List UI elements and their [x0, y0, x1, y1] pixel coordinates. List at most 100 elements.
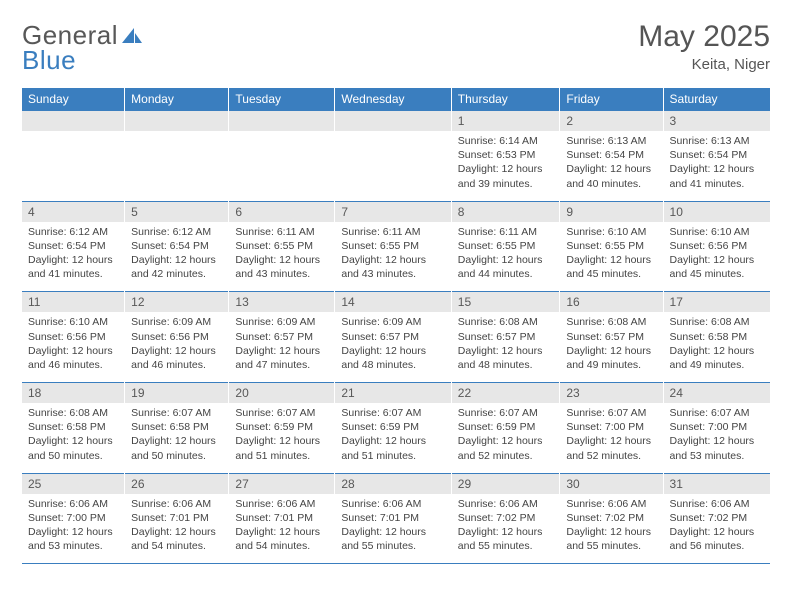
detail-cell: Sunrise: 6:13 AMSunset: 6:54 PMDaylight:…	[560, 131, 663, 201]
sunrise-line: Sunrise: 6:06 AM	[131, 497, 222, 511]
sunrise-line: Sunrise: 6:07 AM	[670, 406, 764, 420]
date-cell: 18	[22, 383, 125, 404]
daylight-line: Daylight: 12 hours and 41 minutes.	[670, 162, 764, 190]
date-cell: 15	[451, 292, 560, 313]
detail-cell: Sunrise: 6:09 AMSunset: 6:57 PMDaylight:…	[229, 312, 335, 382]
detail-cell: Sunrise: 6:11 AMSunset: 6:55 PMDaylight:…	[229, 222, 335, 292]
sunrise-line: Sunrise: 6:07 AM	[131, 406, 222, 420]
detail-cell: Sunrise: 6:10 AMSunset: 6:55 PMDaylight:…	[560, 222, 663, 292]
calendar-body: 123 Sunrise: 6:14 AMSunset: 6:53 PMDayli…	[22, 111, 770, 564]
daylight-line: Daylight: 12 hours and 47 minutes.	[235, 344, 328, 372]
detail-cell: Sunrise: 6:08 AMSunset: 6:57 PMDaylight:…	[451, 312, 560, 382]
detail-cell: Sunrise: 6:10 AMSunset: 6:56 PMDaylight:…	[22, 312, 125, 382]
sunset-line: Sunset: 6:59 PM	[235, 420, 328, 434]
detail-cell: Sunrise: 6:14 AMSunset: 6:53 PMDaylight:…	[451, 131, 560, 201]
date-cell: 27	[229, 473, 335, 494]
daylight-line: Daylight: 12 hours and 46 minutes.	[28, 344, 118, 372]
sunset-line: Sunset: 7:01 PM	[235, 511, 328, 525]
detail-row: Sunrise: 6:10 AMSunset: 6:56 PMDaylight:…	[22, 312, 770, 382]
date-cell: 5	[125, 201, 229, 222]
date-cell: 24	[663, 383, 770, 404]
detail-cell	[335, 131, 451, 201]
sunrise-line: Sunrise: 6:14 AM	[458, 134, 554, 148]
daylight-line: Daylight: 12 hours and 41 minutes.	[28, 253, 118, 281]
detail-cell: Sunrise: 6:07 AMSunset: 6:59 PMDaylight:…	[335, 403, 451, 473]
sail-icon	[121, 20, 143, 51]
date-row: 18192021222324	[22, 383, 770, 404]
sunrise-line: Sunrise: 6:08 AM	[458, 315, 554, 329]
col-wednesday: Wednesday	[335, 88, 451, 111]
sunrise-line: Sunrise: 6:11 AM	[235, 225, 328, 239]
detail-cell: Sunrise: 6:06 AMSunset: 7:02 PMDaylight:…	[663, 494, 770, 564]
sunrise-line: Sunrise: 6:09 AM	[341, 315, 444, 329]
sunrise-line: Sunrise: 6:11 AM	[341, 225, 444, 239]
detail-cell: Sunrise: 6:06 AMSunset: 7:02 PMDaylight:…	[451, 494, 560, 564]
sunset-line: Sunset: 7:02 PM	[670, 511, 764, 525]
detail-cell: Sunrise: 6:06 AMSunset: 7:00 PMDaylight:…	[22, 494, 125, 564]
sunrise-line: Sunrise: 6:09 AM	[131, 315, 222, 329]
sunset-line: Sunset: 7:01 PM	[341, 511, 444, 525]
date-cell: 20	[229, 383, 335, 404]
daylight-line: Daylight: 12 hours and 48 minutes.	[341, 344, 444, 372]
sunset-line: Sunset: 6:55 PM	[566, 239, 656, 253]
detail-cell: Sunrise: 6:12 AMSunset: 6:54 PMDaylight:…	[22, 222, 125, 292]
date-cell: 14	[335, 292, 451, 313]
col-tuesday: Tuesday	[229, 88, 335, 111]
detail-row: Sunrise: 6:06 AMSunset: 7:00 PMDaylight:…	[22, 494, 770, 564]
sunset-line: Sunset: 6:56 PM	[28, 330, 118, 344]
sunset-line: Sunset: 7:02 PM	[458, 511, 554, 525]
sunset-line: Sunset: 6:58 PM	[131, 420, 222, 434]
date-cell: 30	[560, 473, 663, 494]
detail-cell: Sunrise: 6:09 AMSunset: 6:57 PMDaylight:…	[335, 312, 451, 382]
sunset-line: Sunset: 6:57 PM	[341, 330, 444, 344]
sunset-line: Sunset: 7:00 PM	[566, 420, 656, 434]
sunrise-line: Sunrise: 6:07 AM	[566, 406, 656, 420]
detail-cell	[229, 131, 335, 201]
sunrise-line: Sunrise: 6:13 AM	[566, 134, 656, 148]
sunset-line: Sunset: 6:59 PM	[341, 420, 444, 434]
daylight-line: Daylight: 12 hours and 42 minutes.	[131, 253, 222, 281]
sunrise-line: Sunrise: 6:06 AM	[566, 497, 656, 511]
date-cell: 2	[560, 111, 663, 132]
brand-logo: GeneralBlue	[22, 20, 143, 76]
detail-cell: Sunrise: 6:07 AMSunset: 7:00 PMDaylight:…	[560, 403, 663, 473]
sunrise-line: Sunrise: 6:13 AM	[670, 134, 764, 148]
date-cell: 6	[229, 201, 335, 222]
detail-cell: Sunrise: 6:08 AMSunset: 6:58 PMDaylight:…	[663, 312, 770, 382]
date-cell: 19	[125, 383, 229, 404]
sunrise-line: Sunrise: 6:07 AM	[458, 406, 554, 420]
sunrise-line: Sunrise: 6:06 AM	[458, 497, 554, 511]
detail-cell	[125, 131, 229, 201]
daylight-line: Daylight: 12 hours and 55 minutes.	[458, 525, 554, 553]
weekday-header-row: Sunday Monday Tuesday Wednesday Thursday…	[22, 88, 770, 111]
col-thursday: Thursday	[451, 88, 560, 111]
sunset-line: Sunset: 7:02 PM	[566, 511, 656, 525]
sunset-line: Sunset: 6:55 PM	[235, 239, 328, 253]
detail-cell: Sunrise: 6:07 AMSunset: 7:00 PMDaylight:…	[663, 403, 770, 473]
daylight-line: Daylight: 12 hours and 43 minutes.	[235, 253, 328, 281]
detail-cell: Sunrise: 6:11 AMSunset: 6:55 PMDaylight:…	[451, 222, 560, 292]
header: GeneralBlue May 2025 Keita, Niger	[22, 20, 770, 76]
date-cell: 13	[229, 292, 335, 313]
sunset-line: Sunset: 6:53 PM	[458, 148, 554, 162]
sunset-line: Sunset: 6:57 PM	[235, 330, 328, 344]
date-cell: 17	[663, 292, 770, 313]
daylight-line: Daylight: 12 hours and 39 minutes.	[458, 162, 554, 190]
daylight-line: Daylight: 12 hours and 49 minutes.	[670, 344, 764, 372]
date-row: 25262728293031	[22, 473, 770, 494]
col-friday: Friday	[560, 88, 663, 111]
sunrise-line: Sunrise: 6:06 AM	[341, 497, 444, 511]
daylight-line: Daylight: 12 hours and 44 minutes.	[458, 253, 554, 281]
detail-cell: Sunrise: 6:06 AMSunset: 7:02 PMDaylight:…	[560, 494, 663, 564]
date-cell: 10	[663, 201, 770, 222]
daylight-line: Daylight: 12 hours and 51 minutes.	[341, 434, 444, 462]
sunset-line: Sunset: 6:54 PM	[131, 239, 222, 253]
daylight-line: Daylight: 12 hours and 55 minutes.	[566, 525, 656, 553]
date-cell: 28	[335, 473, 451, 494]
location-label: Keita, Niger	[638, 56, 770, 73]
detail-cell: Sunrise: 6:13 AMSunset: 6:54 PMDaylight:…	[663, 131, 770, 201]
sunset-line: Sunset: 6:54 PM	[670, 148, 764, 162]
sunset-line: Sunset: 6:55 PM	[341, 239, 444, 253]
sunset-line: Sunset: 6:59 PM	[458, 420, 554, 434]
daylight-line: Daylight: 12 hours and 40 minutes.	[566, 162, 656, 190]
